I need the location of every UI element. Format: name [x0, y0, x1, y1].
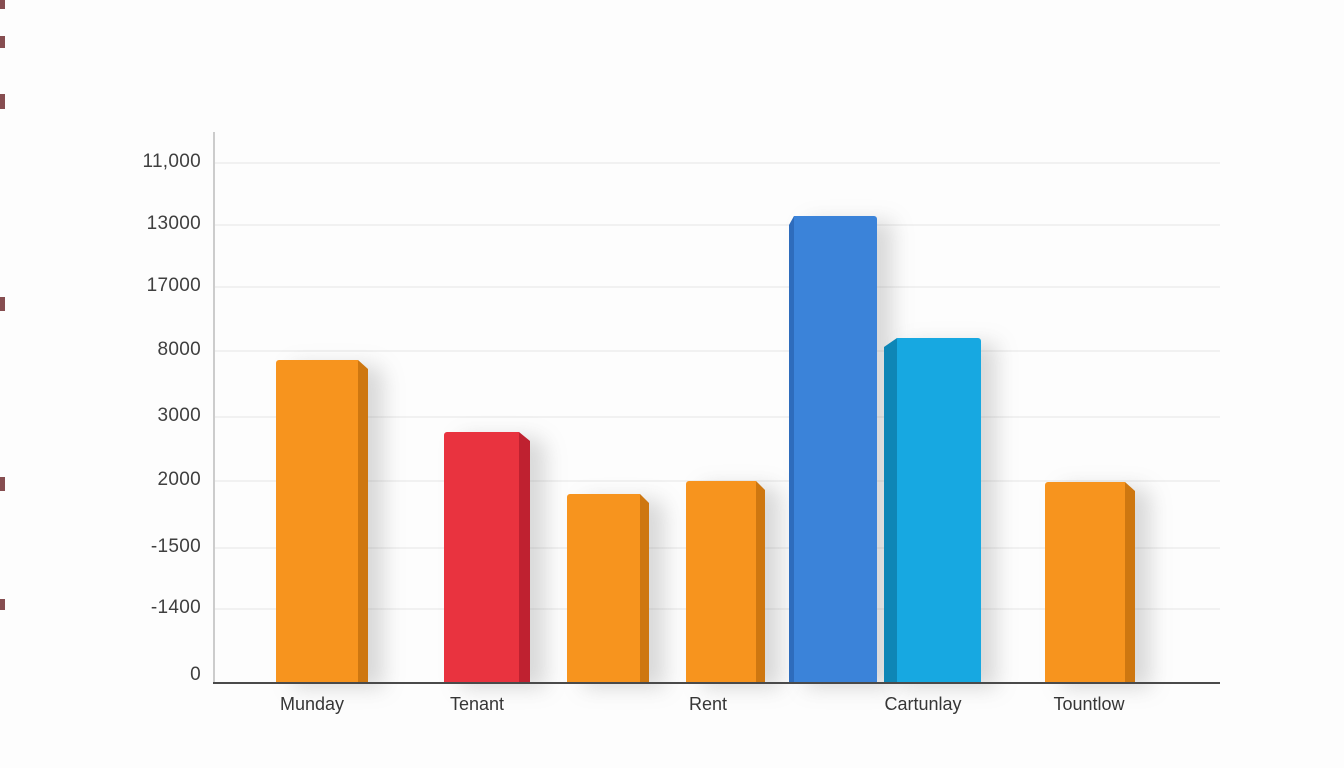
- bar-face: [686, 481, 756, 683]
- x-axis-label-tountlow: Tountlow: [1053, 694, 1125, 714]
- y-tick-label: 8000: [157, 339, 201, 360]
- x-axis-line: [213, 682, 1220, 684]
- gridline: [213, 224, 1220, 226]
- y-tick-label: 2000: [157, 469, 201, 490]
- y-tick-label: 11,000: [142, 151, 201, 172]
- bar-face: [1045, 482, 1125, 683]
- gridline: [213, 350, 1220, 352]
- bar-side-face: [789, 216, 794, 683]
- gridline: [213, 162, 1220, 164]
- x-axis-label-munday: Munday: [279, 694, 345, 714]
- y-tick-label: 3000: [157, 405, 201, 426]
- bar-side-face: [756, 481, 765, 683]
- y-tick-label: 13000: [146, 213, 201, 234]
- y-axis-line: [213, 132, 215, 683]
- edge-artifact-mark: [0, 36, 5, 48]
- bar-face: [794, 216, 877, 683]
- bar-side-face: [884, 338, 897, 683]
- bar-cartunlay-4: [789, 216, 877, 683]
- y-tick-label: 17000: [146, 275, 201, 296]
- bar-munday-0: [276, 360, 368, 683]
- x-axis-label-cartunlay: Cartunlay: [884, 694, 962, 714]
- bar-side-face: [1125, 482, 1135, 683]
- gridline: [213, 286, 1220, 288]
- bar-tenant-1: [444, 432, 530, 683]
- edge-artifact-mark: [0, 297, 5, 311]
- bar-face: [567, 494, 640, 683]
- bar-side-face: [640, 494, 649, 683]
- edge-artifact-mark: [0, 599, 5, 610]
- bar-tountlow-6: [1045, 482, 1135, 683]
- edge-artifact-mark: [0, 477, 5, 491]
- y-tick-label: -1400: [150, 597, 201, 618]
- edge-artifact-mark: [0, 94, 5, 109]
- bar-side-face: [519, 432, 530, 683]
- y-tick-label: -1500: [150, 536, 201, 557]
- bar-cartunlay-5: [884, 338, 981, 683]
- x-axis-label-tenant: Tenant: [449, 694, 505, 714]
- gridline: [213, 416, 1220, 418]
- bar-rent-2: [567, 494, 649, 683]
- edge-artifact-mark: [0, 0, 5, 9]
- bar-face: [897, 338, 981, 683]
- bar-face: [276, 360, 358, 683]
- x-axis-label-rent: Rent: [688, 694, 728, 714]
- y-tick-label: 0: [190, 664, 201, 685]
- bar-rent-3: [686, 481, 765, 683]
- bar-face: [444, 432, 519, 683]
- bar-side-face: [358, 360, 368, 683]
